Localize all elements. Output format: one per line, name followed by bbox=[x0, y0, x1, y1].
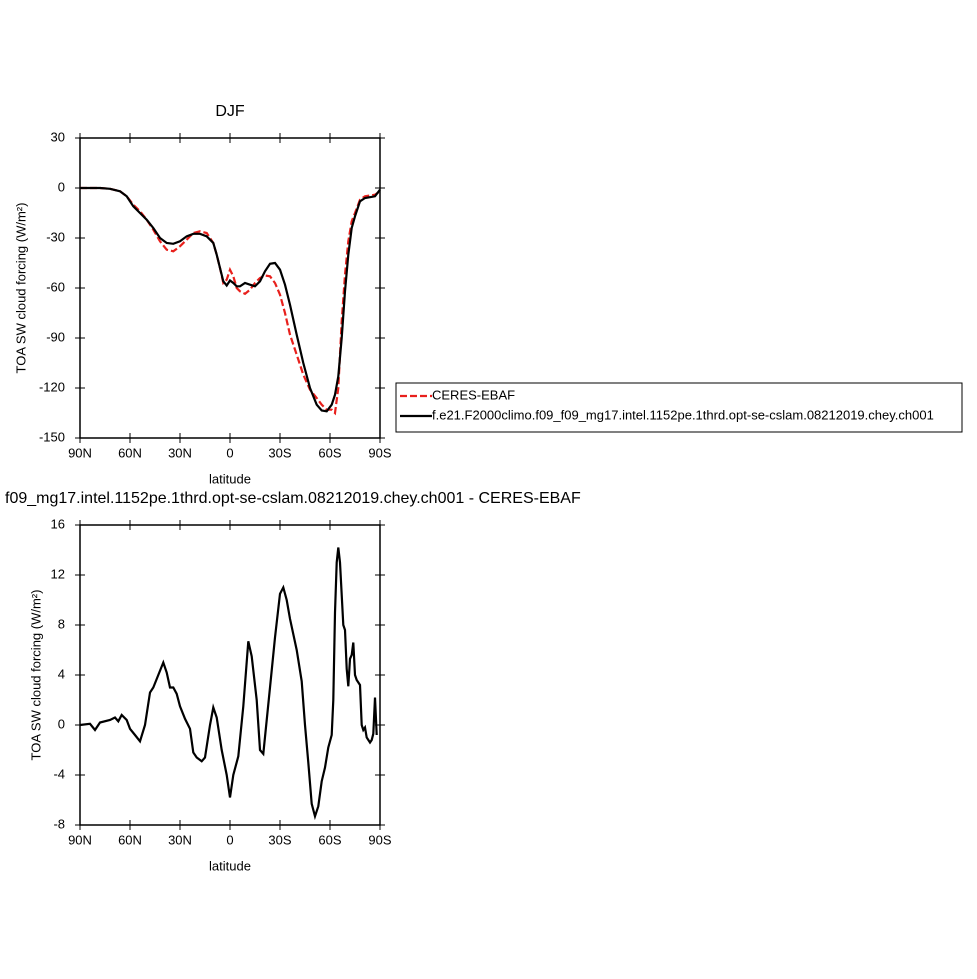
x-tick-label: 0 bbox=[226, 445, 233, 460]
x-tick-label: 90N bbox=[68, 832, 92, 847]
x-tick-label: 0 bbox=[226, 832, 233, 847]
x-tick-label: 90S bbox=[368, 832, 391, 847]
y-axis-label: TOA SW cloud forcing (W/m²) bbox=[13, 203, 28, 374]
y-tick-label: 4 bbox=[58, 666, 65, 681]
x-tick-label: 30S bbox=[268, 445, 291, 460]
y-tick-label: 16 bbox=[51, 516, 65, 531]
x-tick-label: 90N bbox=[68, 445, 92, 460]
x-tick-label: 60N bbox=[118, 445, 142, 460]
y-tick-label: 0 bbox=[58, 716, 65, 731]
legend-label: CERES-EBAF bbox=[432, 387, 515, 402]
x-tick-label: 30N bbox=[168, 832, 192, 847]
y-tick-label: -30 bbox=[46, 229, 65, 244]
y-tick-label: 30 bbox=[51, 129, 65, 144]
x-tick-label: 60N bbox=[118, 832, 142, 847]
y-tick-label: -120 bbox=[39, 379, 65, 394]
data-line bbox=[79, 547, 378, 821]
x-tick-label: 60S bbox=[318, 832, 341, 847]
x-axis-label: latitude bbox=[209, 858, 251, 873]
data-line bbox=[80, 186, 381, 413]
plot-frame bbox=[79, 137, 381, 439]
x-tick-label: 60S bbox=[318, 445, 341, 460]
x-tick-label: 30N bbox=[168, 445, 192, 460]
legend-label: f.e21.F2000climo.f09_f09_mg17.intel.1152… bbox=[432, 407, 934, 422]
y-tick-label: -8 bbox=[53, 816, 65, 831]
y-tick-label: -60 bbox=[46, 279, 65, 294]
x-axis-label: latitude bbox=[209, 471, 251, 486]
y-tick-label: -150 bbox=[39, 429, 65, 444]
y-axis-label: TOA SW cloud forcing (W/m²) bbox=[28, 590, 43, 761]
y-tick-label: 8 bbox=[58, 616, 65, 631]
plot-frame bbox=[79, 524, 381, 826]
y-tick-label: -4 bbox=[53, 766, 65, 781]
y-tick-label: -90 bbox=[46, 329, 65, 344]
x-tick-label: 30S bbox=[268, 832, 291, 847]
data-line bbox=[80, 186, 381, 416]
y-tick-label: 0 bbox=[58, 179, 65, 194]
x-tick-label: 90S bbox=[368, 445, 391, 460]
chart-title: DJF bbox=[215, 103, 245, 120]
chart-title: f09_mg17.intel.1152pe.1thrd.opt-se-cslam… bbox=[5, 490, 581, 507]
y-tick-label: 12 bbox=[51, 566, 65, 581]
legend-box bbox=[395, 382, 963, 433]
